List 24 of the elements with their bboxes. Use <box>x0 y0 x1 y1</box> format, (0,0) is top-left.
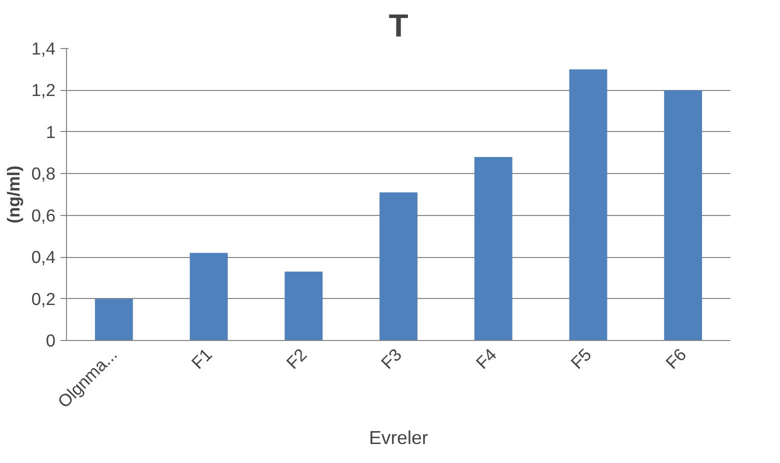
x-tick-label: F4 <box>472 344 501 373</box>
bar <box>664 90 702 340</box>
x-tick-label: F3 <box>377 344 406 373</box>
y-tick-label: 0,8 <box>31 164 56 184</box>
bar <box>380 192 418 340</box>
bar <box>284 272 323 340</box>
bar <box>474 156 512 340</box>
y-tick-label: 0,4 <box>31 247 56 268</box>
y-tick-label: 0,2 <box>31 288 56 309</box>
x-tick-label: F6 <box>662 344 690 373</box>
y-tick-label: 1,2 <box>31 80 56 100</box>
bar <box>94 298 133 340</box>
y-tick-label: 0,6 <box>31 205 56 226</box>
y-tick-label: 0 <box>46 330 56 350</box>
x-tick-label: F5 <box>566 344 596 373</box>
bar <box>190 252 228 340</box>
bar <box>569 69 608 340</box>
x-axis-title: Evreler <box>368 426 428 448</box>
y-tick-label: 1 <box>46 122 56 142</box>
chart-title: T <box>388 8 409 44</box>
y-axis-title: (ng/ml) <box>3 166 24 224</box>
x-tick-label: F2 <box>282 344 311 373</box>
x-tick-label: F1 <box>187 344 216 373</box>
y-tick-label: 1,4 <box>31 38 56 58</box>
